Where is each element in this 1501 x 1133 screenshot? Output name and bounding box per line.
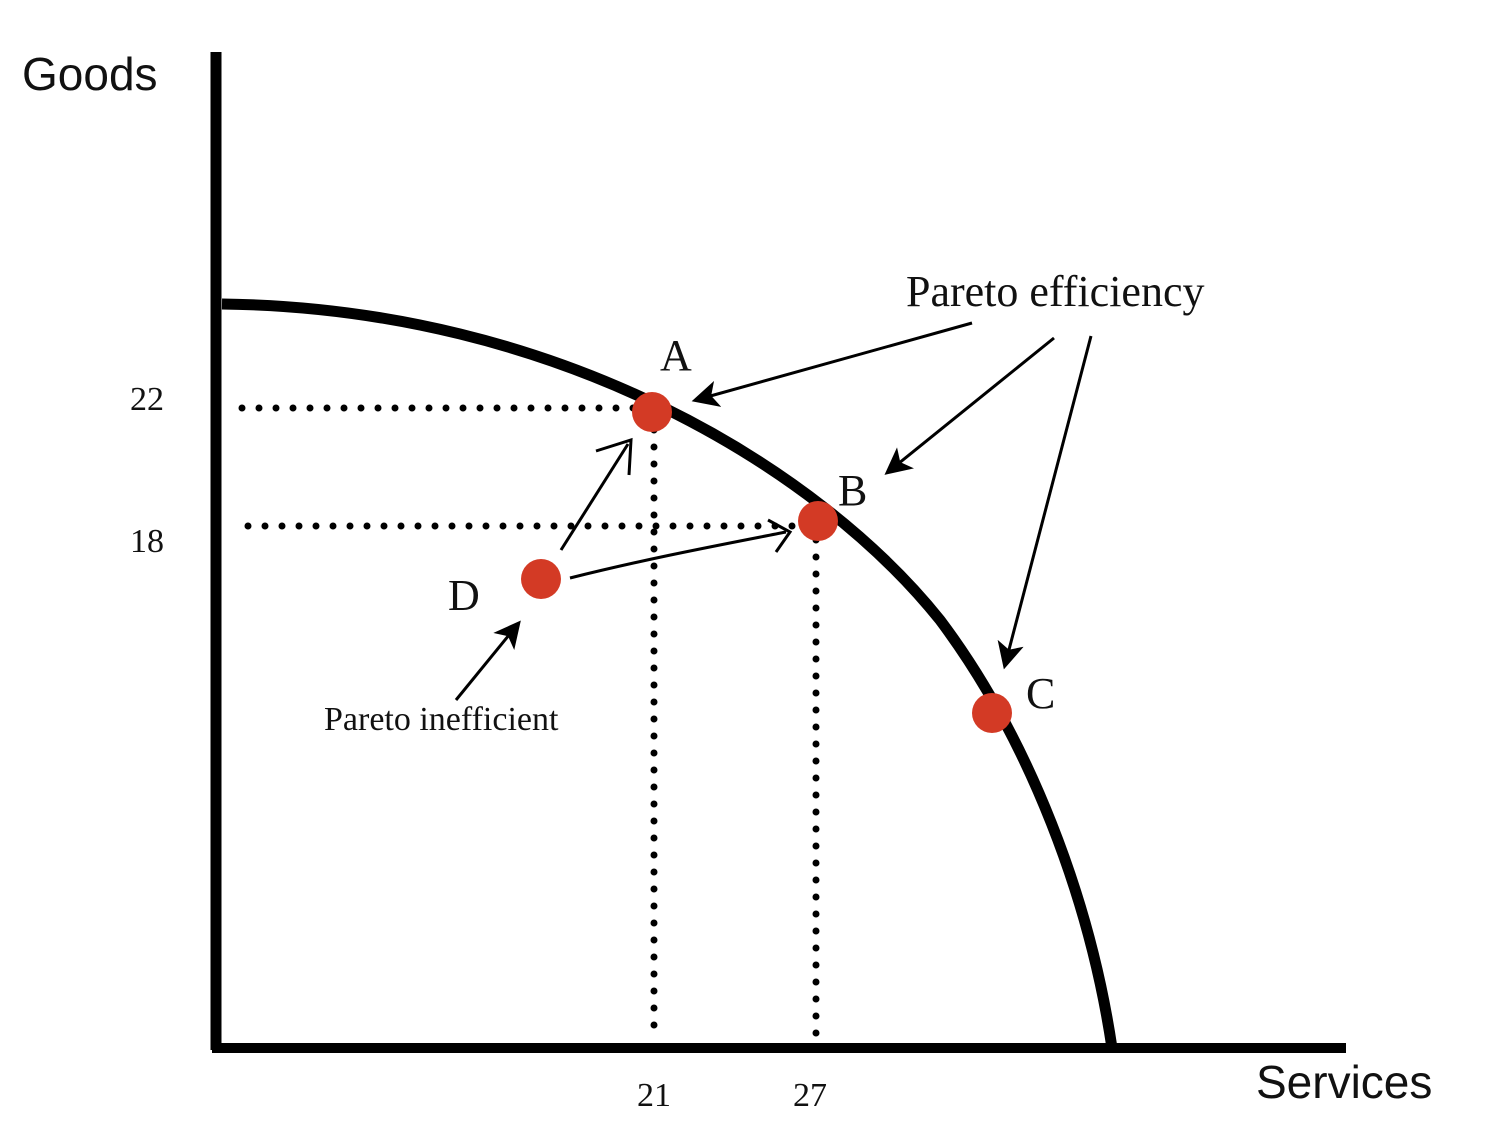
arrow-to-C — [997, 335, 1093, 670]
pareto-efficiency-label: Pareto efficiency — [906, 267, 1204, 316]
move-arrow-D-to-A — [559, 443, 630, 551]
x-axis-title: Services — [1256, 1056, 1432, 1108]
move-arrow-D-to-B-head — [767, 518, 793, 553]
y-tick-18: 18 — [130, 523, 164, 560]
move-arrow-D-to-B — [569, 530, 787, 580]
x-tick-27: 27 — [793, 1077, 827, 1114]
frontier-curve — [221, 298, 1118, 1049]
pareto-inefficient-label: Pareto inefficient — [324, 701, 559, 738]
y-axis-title: Goods — [22, 48, 158, 100]
point-label-C: C — [1026, 669, 1055, 718]
point-label-B: B — [838, 466, 867, 515]
y-tick-22: 22 — [130, 381, 164, 418]
x-tick-21: 21 — [637, 1077, 671, 1114]
point-A — [632, 392, 672, 432]
point-label-A: A — [660, 331, 692, 380]
point-B — [798, 501, 838, 541]
point-C — [972, 693, 1012, 733]
arrow-to-D — [454, 620, 521, 701]
move-arrow-D-to-A-head — [595, 437, 633, 476]
point-D — [521, 559, 561, 599]
arrow-to-A — [691, 321, 973, 407]
arrow-to-B — [884, 336, 1055, 475]
point-label-D: D — [448, 571, 480, 620]
